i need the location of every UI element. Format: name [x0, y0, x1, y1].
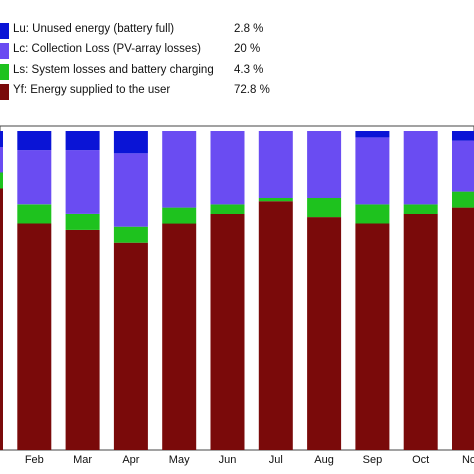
legend-item-lc: Lc: Collection Loss (PV-array losses) 20… [0, 40, 474, 62]
x-tick-oct: Oct [412, 454, 429, 466]
bar-apr-ls [113, 226, 148, 243]
bar-sep-yf [355, 223, 390, 450]
bar-mar-ls [65, 213, 100, 230]
bar-nov-lu [452, 131, 474, 141]
bar-jun-ls [210, 204, 245, 214]
legend-label-yf: Yf: Energy supplied to the user [13, 84, 171, 96]
x-tick-jun: Jun [219, 454, 237, 466]
bar-jan-lc [0, 147, 3, 173]
bar-nov-ls [452, 191, 474, 208]
legend-swatch-ls [0, 64, 9, 80]
legend-label-ls: Ls: System losses and battery charging [13, 64, 214, 76]
bar-nov-lc [452, 140, 474, 192]
legend-value-lu: 2.8 % [234, 23, 264, 35]
bar-sep-lc [355, 137, 390, 205]
bar-jun-yf [210, 213, 245, 450]
bar-mar-yf [65, 229, 100, 450]
bar-may-ls [162, 207, 197, 224]
legend-item-ls: Ls: System losses and battery charging 4… [0, 61, 474, 83]
legend-value-ls: 4.3 % [234, 64, 264, 76]
bar-sep-ls [355, 204, 390, 224]
bar-jun-lc [210, 131, 245, 205]
bar-feb-lc [17, 150, 52, 205]
bar-apr-lc [113, 153, 148, 227]
bar-feb-ls [17, 204, 52, 224]
bar-oct-yf [403, 213, 438, 450]
bar-jan-lu [0, 131, 3, 147]
bar-jan-ls [0, 172, 3, 189]
legend-value-yf: 72.8 % [234, 84, 270, 96]
bar-feb-yf [17, 223, 52, 450]
x-tick-mar: Mar [73, 454, 92, 466]
bar-nov-yf [452, 207, 474, 450]
x-tick-apr: Apr [122, 454, 139, 466]
bar-oct-lc [403, 131, 438, 205]
bar-aug-ls [307, 198, 342, 218]
bar-jul-lc [258, 131, 293, 198]
legend-label-lc: Lc: Collection Loss (PV-array losses) [13, 43, 201, 55]
bars-group [0, 131, 474, 450]
legend-value-lc: 20 % [234, 43, 261, 55]
legend-swatch-lu [0, 23, 9, 39]
bar-mar-lc [65, 150, 100, 214]
bar-mar-lu [65, 131, 100, 151]
x-tick-aug: Aug [314, 454, 334, 466]
bar-sep-lu [355, 131, 390, 138]
bar-may-lc [162, 131, 197, 208]
bar-jan-yf [0, 188, 3, 450]
legend-swatch-yf [0, 84, 9, 100]
x-tick-may: May [169, 454, 190, 466]
bar-aug-yf [307, 217, 342, 450]
bar-feb-lu [17, 131, 52, 151]
x-tick-labels: Feb Mar Apr May Jun Jul Aug Sep Oct No [25, 454, 474, 466]
bar-apr-yf [113, 242, 148, 450]
legend: Lu: Unused energy (battery full) 2.8 % L… [0, 0, 474, 108]
bar-jul-yf [258, 201, 293, 450]
legend-label-lu: Lu: Unused energy (battery full) [13, 23, 175, 35]
legend-item-lu: Lu: Unused energy (battery full) 2.8 % [0, 20, 474, 42]
x-tick-jul: Jul [269, 454, 283, 466]
bar-aug-lc [307, 131, 342, 198]
bar-apr-lu [113, 131, 148, 154]
bar-jul-ls [258, 198, 293, 202]
legend-item-yf: Yf: Energy supplied to the user 72.8 % [0, 81, 474, 103]
x-tick-no: No [462, 454, 474, 466]
x-tick-sep: Sep [363, 454, 383, 466]
bar-oct-ls [403, 204, 438, 214]
x-tick-feb: Feb [25, 454, 44, 466]
bar-may-yf [162, 223, 197, 450]
legend-swatch-lc [0, 43, 9, 59]
